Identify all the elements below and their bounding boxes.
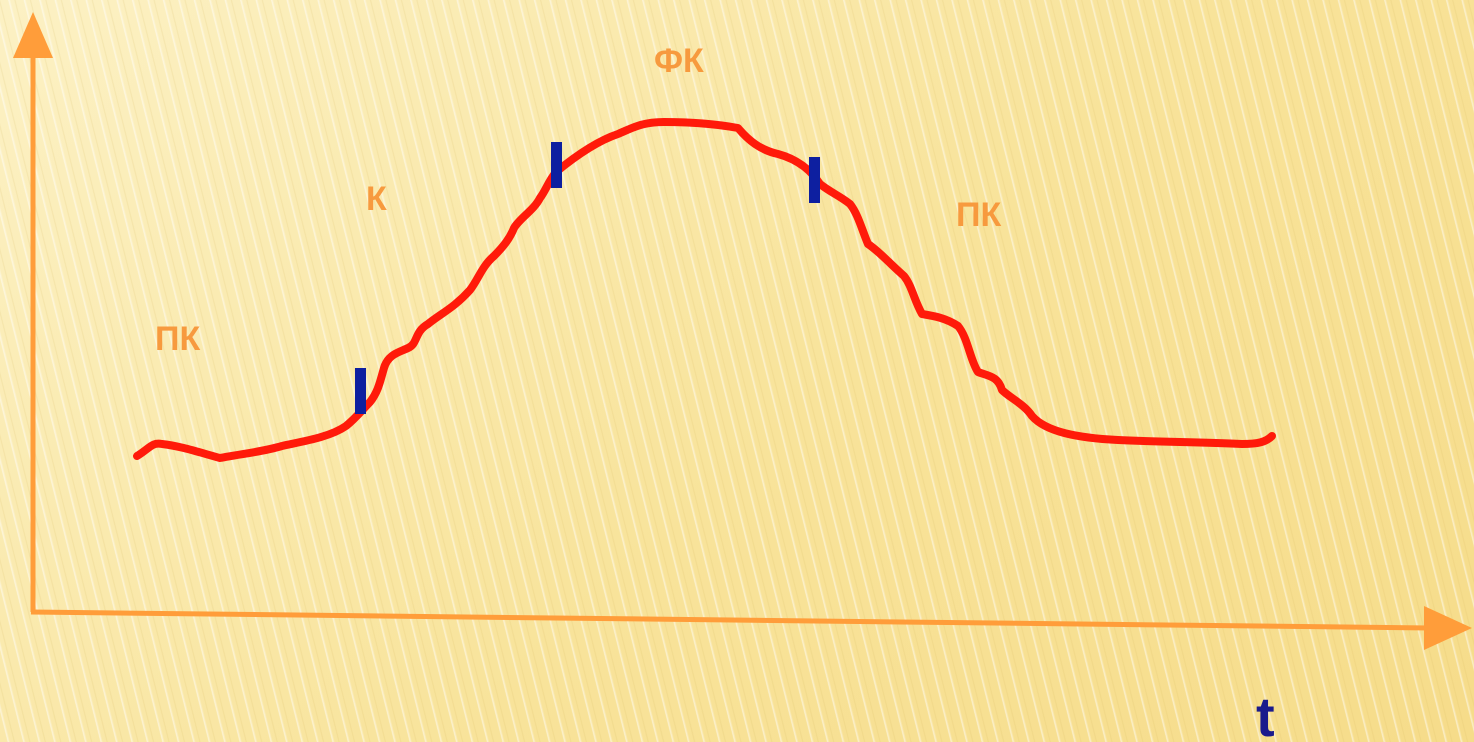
x-axis [30, 609, 1431, 631]
phase-label-pk-start: ПК [155, 320, 200, 358]
phase-label-pk-end: ПК [956, 196, 1001, 234]
phase-curve [133, 118, 1276, 462]
x-axis-label: t [1256, 685, 1275, 742]
phase-label-fk: ФК [654, 42, 704, 80]
phase-label-k: К [366, 180, 387, 218]
phase-boundary-marker [355, 368, 366, 414]
phase-boundary-marker [809, 157, 820, 203]
phase-boundary-marker [551, 142, 562, 188]
y-axis-arrowhead [13, 12, 53, 58]
x-axis-arrowhead [1424, 606, 1472, 650]
